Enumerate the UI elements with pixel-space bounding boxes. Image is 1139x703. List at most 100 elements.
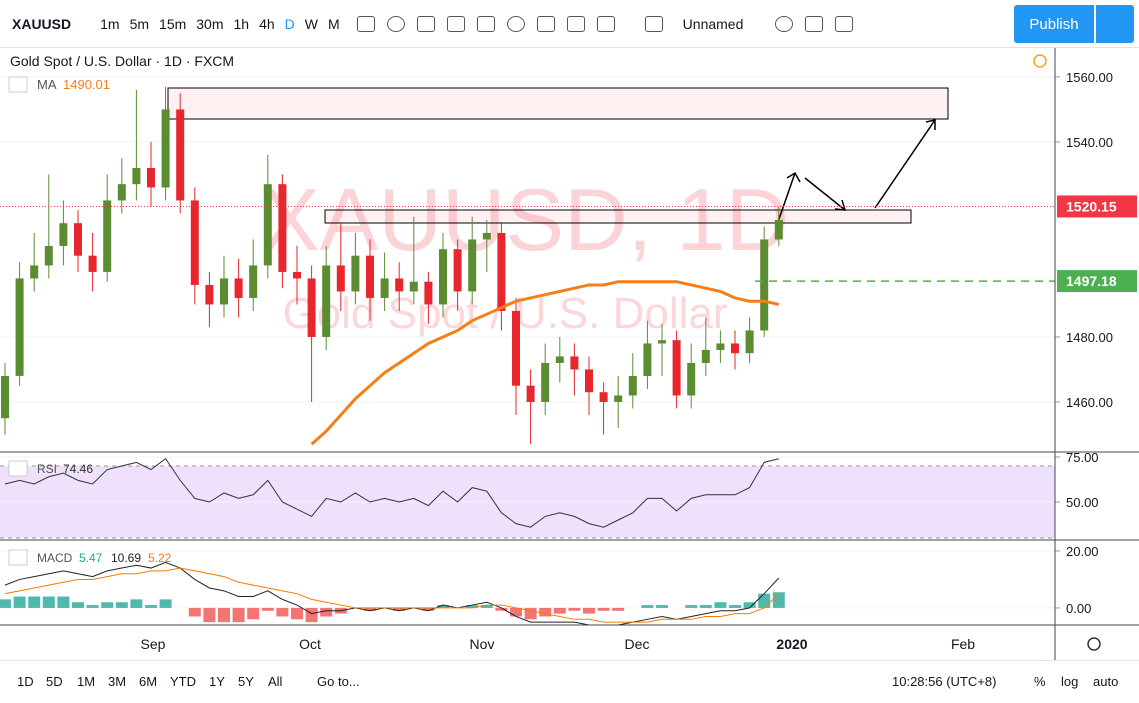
icon[interactable] bbox=[446, 15, 465, 32]
goto-button[interactable]: Go to... bbox=[317, 674, 360, 689]
icon[interactable] bbox=[644, 15, 663, 32]
x-tick-label: Dec bbox=[625, 636, 650, 652]
y-tick-label: 1560.00 bbox=[1066, 70, 1113, 85]
range-button[interactable]: YTD bbox=[170, 674, 196, 689]
candle-body bbox=[614, 395, 623, 402]
histogram-bar bbox=[101, 602, 114, 608]
icon[interactable] bbox=[596, 15, 615, 32]
range-button[interactable]: 5Y bbox=[238, 674, 254, 689]
collapse-box bbox=[8, 76, 28, 93]
histogram-bar bbox=[145, 605, 157, 608]
interval[interactable]: 1m bbox=[100, 15, 120, 32]
histogram-bar bbox=[188, 607, 201, 617]
settings-icon[interactable] bbox=[775, 15, 794, 32]
publish-button[interactable]: Publish bbox=[1014, 5, 1094, 43]
play-button[interactable] bbox=[1096, 5, 1134, 43]
interval[interactable]: 15m bbox=[159, 15, 187, 32]
candle-body bbox=[88, 255, 97, 272]
candle-body bbox=[541, 362, 550, 402]
y-tick-label: 1460.00 bbox=[1066, 395, 1113, 410]
candle-body bbox=[468, 239, 477, 292]
range-button[interactable]: 5D bbox=[46, 674, 63, 689]
candle-body bbox=[526, 385, 535, 402]
candle-body bbox=[701, 349, 710, 363]
scale-option[interactable]: auto bbox=[1093, 674, 1119, 689]
range-button[interactable]: 6M bbox=[139, 674, 158, 689]
candle-body bbox=[716, 343, 725, 350]
candle-body bbox=[658, 340, 666, 344]
histogram-bar bbox=[159, 599, 172, 608]
interval[interactable]: D bbox=[284, 15, 295, 32]
camera-icon[interactable] bbox=[835, 15, 854, 32]
symbol[interactable]: XAUUSD bbox=[12, 15, 72, 32]
histogram-bar bbox=[218, 607, 230, 623]
interval[interactable]: 30m bbox=[196, 15, 224, 32]
interval[interactable]: 1h bbox=[233, 15, 250, 32]
price-label: 1497.18 bbox=[1066, 273, 1117, 289]
candle-body bbox=[307, 278, 316, 337]
price-label-box bbox=[1057, 195, 1137, 218]
histogram-bar bbox=[510, 607, 522, 617]
histogram-bar bbox=[261, 607, 274, 611]
histogram-bar bbox=[772, 592, 785, 608]
layout-name[interactable]: Unnamed bbox=[682, 15, 744, 32]
chart-title: Gold Spot / U.S. Dollar · 1D · FXCM bbox=[10, 53, 234, 69]
scale-option[interactable]: log bbox=[1061, 674, 1079, 689]
y-tick-label: 1480.00 bbox=[1066, 330, 1113, 345]
alert-icon bbox=[1033, 54, 1047, 68]
histogram-bar bbox=[86, 605, 99, 608]
candle-body bbox=[249, 265, 258, 298]
range-button[interactable]: All bbox=[268, 674, 283, 689]
icon[interactable] bbox=[356, 15, 375, 32]
histogram-bar bbox=[539, 607, 552, 617]
candle-body bbox=[147, 167, 155, 188]
interval[interactable]: M bbox=[328, 15, 340, 32]
range-button[interactable]: 1Y bbox=[209, 674, 225, 689]
range-button[interactable]: 3M bbox=[108, 674, 127, 689]
histogram-bar bbox=[393, 607, 406, 611]
legend-name: RSI bbox=[37, 462, 57, 476]
icon[interactable] bbox=[536, 15, 555, 32]
y-tick-label: 50.00 bbox=[1066, 495, 1099, 510]
scale-option[interactable]: % bbox=[1034, 674, 1046, 689]
candle-body bbox=[59, 223, 68, 246]
fullscreen-icon[interactable] bbox=[805, 15, 824, 32]
histogram-bar bbox=[42, 596, 55, 608]
signal-line bbox=[4, 567, 780, 623]
collapse-box bbox=[8, 460, 28, 477]
histogram-bar bbox=[130, 599, 143, 608]
icon[interactable] bbox=[386, 15, 405, 32]
y-tick-label: 1540.00 bbox=[1066, 135, 1113, 150]
legend-name: MA bbox=[37, 77, 57, 92]
interval[interactable]: 4h bbox=[259, 15, 275, 32]
candle-body bbox=[1, 375, 9, 419]
candle-body bbox=[395, 278, 404, 292]
candle-body bbox=[161, 109, 170, 188]
candle-body bbox=[745, 330, 754, 354]
rsi-line bbox=[4, 458, 779, 528]
interval[interactable]: W bbox=[304, 15, 318, 32]
candle-body bbox=[497, 232, 506, 311]
histogram-bar bbox=[612, 607, 625, 611]
histogram-bar bbox=[495, 607, 508, 611]
candle-body bbox=[366, 255, 374, 298]
icon[interactable] bbox=[506, 15, 525, 32]
legend-value: 1490.01 bbox=[63, 77, 110, 92]
candle-body bbox=[336, 265, 345, 292]
icon[interactable] bbox=[416, 15, 435, 32]
candle-body bbox=[30, 265, 39, 279]
candle-body bbox=[555, 356, 564, 363]
histogram-bar bbox=[232, 607, 245, 623]
icon[interactable] bbox=[476, 15, 495, 32]
histogram-bar bbox=[364, 607, 376, 611]
range-button[interactable]: 1D bbox=[17, 674, 34, 689]
histogram-bar bbox=[699, 605, 712, 608]
candle-body bbox=[453, 249, 462, 292]
clock: 10:28:56 (UTC+8) bbox=[892, 674, 997, 689]
icon[interactable] bbox=[566, 15, 585, 32]
interval[interactable]: 5m bbox=[129, 15, 150, 32]
range-button[interactable]: 1M bbox=[77, 674, 96, 689]
histogram-bar bbox=[524, 607, 537, 620]
top-toolbar: XAUUSD 1m 5m 15m 30m 1h 4h D W M Unnamed bbox=[0, 0, 1139, 48]
